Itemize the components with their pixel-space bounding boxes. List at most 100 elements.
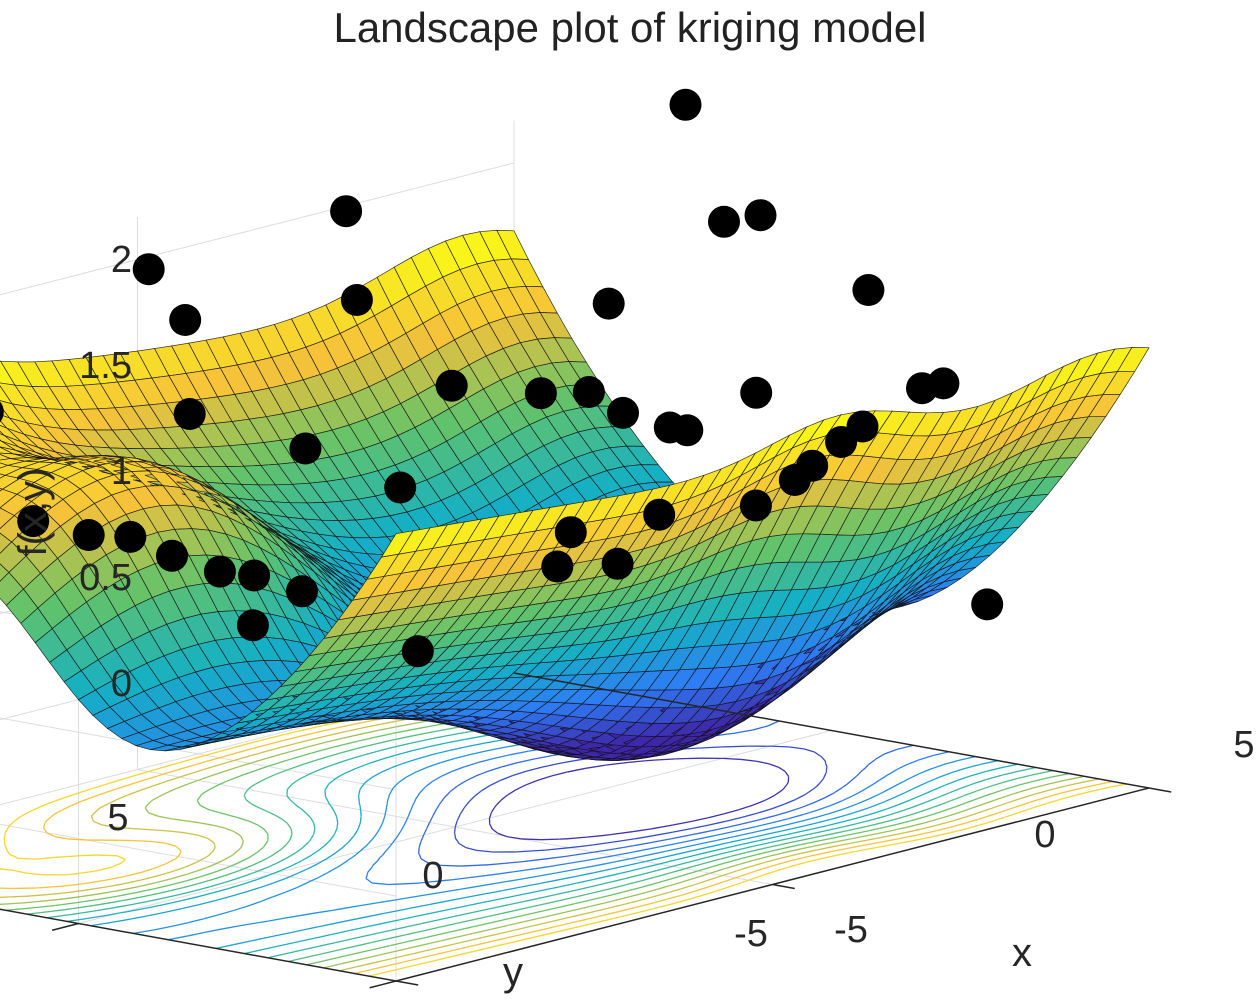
contour-segment	[139, 867, 154, 874]
contour-segment	[199, 899, 217, 905]
contour-segment	[333, 811, 338, 818]
contour-segment	[327, 801, 331, 805]
contour-segment	[374, 833, 378, 837]
contour-segment	[469, 874, 492, 879]
contour-segment	[489, 823, 492, 827]
contour-segment	[775, 834, 787, 838]
contour-segment	[451, 766, 465, 773]
contour-segment	[507, 836, 519, 840]
contour-segment	[386, 930, 390, 932]
contour-segment	[410, 771, 417, 776]
contour-segment	[314, 728, 332, 734]
contour-segment	[389, 766, 393, 770]
contour-segment	[719, 849, 736, 855]
contour-segment	[422, 926, 440, 932]
contour-segment	[868, 805, 873, 809]
contour-segment	[35, 856, 55, 860]
contour-segment	[165, 858, 176, 865]
contour-segment	[428, 900, 448, 906]
contour-segment	[709, 874, 723, 881]
contour-segment	[802, 793, 806, 797]
contour-segment	[105, 779, 121, 785]
contour-segment	[924, 818, 940, 824]
contour-segment	[558, 759, 579, 765]
contour-segment	[93, 866, 111, 872]
contour-segment	[115, 826, 133, 830]
contour-segment	[904, 791, 907, 794]
contour-segment	[153, 884, 170, 890]
contour-segment	[563, 882, 577, 887]
contour-segment	[944, 780, 958, 786]
contour-segment	[399, 895, 420, 900]
contour-segment	[704, 834, 716, 839]
contour-segment	[93, 901, 114, 907]
contour-segment	[537, 775, 552, 781]
contour-segment	[548, 865, 555, 868]
contour-segment	[681, 883, 696, 890]
contour-segment	[842, 783, 848, 788]
contour-segment	[780, 826, 799, 832]
contour-segment	[379, 822, 384, 828]
contour-segment	[413, 799, 417, 804]
contour-segment	[490, 826, 493, 830]
contour-segment	[500, 911, 509, 915]
contour-segment	[457, 928, 465, 931]
contour-segment	[197, 775, 212, 782]
contour-segment	[420, 834, 425, 842]
contour-segment	[642, 863, 660, 869]
contour-segment	[118, 911, 128, 914]
contour-segment	[439, 801, 443, 805]
contour-segment	[223, 766, 238, 773]
contour-segment	[533, 896, 543, 900]
contour-segment	[767, 720, 780, 727]
contour-segment	[966, 804, 980, 811]
contour-segment	[417, 792, 421, 797]
contour-segment	[538, 920, 556, 926]
contour-segment	[243, 795, 247, 800]
contour-segment	[239, 762, 252, 768]
contour-segment	[146, 897, 165, 903]
contour-segment	[265, 862, 277, 869]
contour-segment	[768, 824, 786, 830]
contour-segment	[421, 879, 447, 884]
contour-segment	[391, 762, 405, 769]
contour-segment	[653, 885, 669, 892]
kriging-surface	[0, 229, 1150, 762]
contour-segment	[498, 779, 501, 782]
contour-segment	[715, 833, 722, 837]
contour-segment	[28, 872, 43, 876]
contour-segment	[837, 850, 856, 856]
contour-segment	[373, 944, 391, 951]
contour-segment	[833, 786, 843, 794]
sample-point	[173, 398, 206, 430]
contour-segment	[385, 803, 388, 808]
contour-segment	[918, 755, 933, 761]
y-tick-mark	[51, 922, 79, 931]
contour-segment	[395, 722, 414, 728]
contour-segment	[887, 772, 892, 776]
contour-segment	[18, 870, 27, 874]
contour-segment	[299, 911, 320, 917]
contour-segment	[258, 807, 268, 813]
contour-segment	[199, 871, 214, 878]
contour-segment	[310, 849, 319, 857]
contour-segment	[380, 722, 386, 725]
contour-segment	[148, 911, 167, 917]
contour-segment	[573, 851, 595, 856]
contour-segment	[268, 918, 281, 922]
contour-segment	[770, 745, 790, 748]
contour-segment	[342, 740, 359, 746]
contour-segment	[356, 914, 375, 920]
contour-segment	[668, 874, 684, 881]
contour-segment	[272, 877, 286, 884]
contour-segment	[301, 759, 316, 766]
contour-segment	[331, 866, 338, 871]
contour-segment	[371, 771, 382, 779]
contour-segment	[179, 772, 194, 778]
sample-point	[156, 539, 188, 572]
contour-segment	[940, 806, 954, 813]
contour-segment	[441, 797, 445, 802]
contour-segment	[303, 925, 322, 931]
contour-segment	[654, 758, 676, 761]
contour-segment	[236, 748, 252, 754]
